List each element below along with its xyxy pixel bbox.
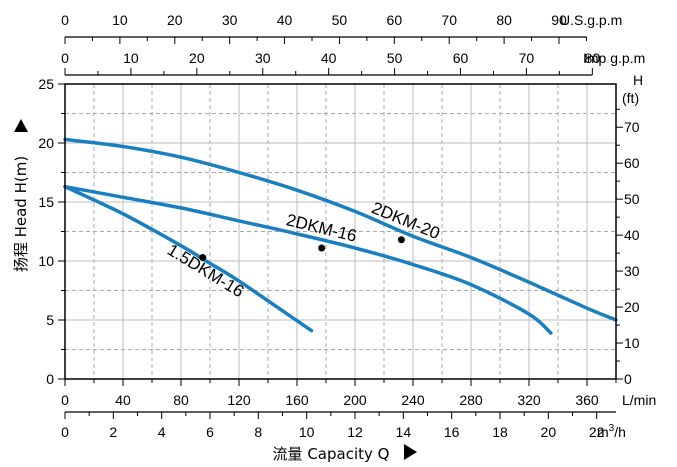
usgpm-tick-label: 20 xyxy=(167,12,183,28)
lmin-unit-label: L/min xyxy=(622,392,656,408)
lmin-tick-label: 360 xyxy=(575,392,599,408)
usgpm-tick-label: 90 xyxy=(551,12,567,28)
m-tick-label: 5 xyxy=(46,312,54,328)
y-axis-arrow-icon xyxy=(14,119,28,132)
curve-line-15dkm-16 xyxy=(63,184,314,333)
ft-tick-label: 40 xyxy=(624,227,640,243)
lmin-tick-label: 40 xyxy=(115,392,131,408)
axes: 0 10 20 30 40 50 60 70 80 900 10 20 30 40 50 60 70 800 40 8… xyxy=(38,12,639,440)
impgpm-tick-label: 40 xyxy=(321,50,337,66)
impgpm-tick-label: 10 xyxy=(123,50,139,66)
lmin-tick-label: 240 xyxy=(401,392,425,408)
ft-tick-label: 20 xyxy=(624,299,640,315)
m3h-tick-label: 18 xyxy=(492,424,508,440)
impgpm-tick-label: 20 xyxy=(189,50,205,66)
m3h-tick-label: 16 xyxy=(444,424,460,440)
ft-tick-label: 60 xyxy=(624,155,640,171)
x-axis-arrow-icon xyxy=(404,444,417,460)
impgpm-tick-label: 50 xyxy=(387,50,403,66)
m3h-tick-label: 2 xyxy=(109,424,117,440)
m3h-tick-label: 8 xyxy=(254,424,262,440)
lmin-tick-label: 160 xyxy=(285,392,309,408)
usgpm-tick-label: 70 xyxy=(441,12,457,28)
duty-point-2dkm-20 xyxy=(397,236,405,244)
grid xyxy=(65,84,616,379)
y-axis-title-text: 扬程 Head H(m) xyxy=(12,156,30,272)
m3h-unit-tail: /h xyxy=(614,424,626,440)
ft-tick-label: 10 xyxy=(624,335,640,351)
x-axis-title-text: 流量 Capacity Q xyxy=(273,445,390,463)
m3h-tick-label: 12 xyxy=(347,424,363,440)
curve-line-2dkm-20 xyxy=(63,137,618,322)
usgpm-tick-label: 50 xyxy=(332,12,348,28)
impgpm-tick-label: 80 xyxy=(585,50,601,66)
ft-tick-label: 30 xyxy=(624,263,640,279)
impgpm-tick-label: 30 xyxy=(255,50,271,66)
curve-line-2dkm-16 xyxy=(63,184,553,335)
ft-tick-label: 70 xyxy=(624,119,640,135)
lmin-tick-label: 200 xyxy=(343,392,367,408)
lmin-tick-label: 280 xyxy=(459,392,483,408)
m3h-unit-base: m xyxy=(597,424,609,440)
curve-label-15dkm-16: 1.5DKM-16 xyxy=(164,240,247,301)
m-tick-label: 15 xyxy=(38,194,54,210)
lmin-tick-label: 320 xyxy=(517,392,541,408)
usgpm-unit-label: U.S.g.p.m xyxy=(560,12,622,28)
ft-tick-label: 0 xyxy=(624,371,632,387)
duty-point-15dkm-16 xyxy=(199,253,207,261)
usgpm-tick-label: 40 xyxy=(277,12,293,28)
usgpm-tick-label: 10 xyxy=(112,12,128,28)
m3h-tick-label: 4 xyxy=(158,424,166,440)
ft-axis-title: H xyxy=(633,72,643,88)
y-axis-title: 扬程 Head H(m) xyxy=(12,119,30,272)
usgpm-tick-label: 80 xyxy=(496,12,512,28)
impgpm-tick-label: 0 xyxy=(61,50,69,66)
ft-axis-unit: (ft) xyxy=(622,90,639,106)
impgpm-tick-label: 70 xyxy=(519,50,535,66)
impgpm-tick-label: 60 xyxy=(453,50,469,66)
m3h-tick-label: 6 xyxy=(206,424,214,440)
lmin-tick-label: 0 xyxy=(61,392,69,408)
duty-point-2dkm-16 xyxy=(318,244,326,252)
usgpm-tick-label: 0 xyxy=(61,12,69,28)
impgpm-unit-label: Imp g.p.m xyxy=(583,50,645,66)
m3h-tick-label: 22 xyxy=(589,424,605,440)
lmin-tick-label: 80 xyxy=(173,392,189,408)
m3h-tick-label: 0 xyxy=(61,424,69,440)
m-tick-label: 20 xyxy=(38,135,54,151)
lmin-tick-label: 120 xyxy=(227,392,251,408)
m3h-tick-label: 10 xyxy=(299,424,315,440)
ft-tick-label: 50 xyxy=(624,191,640,207)
usgpm-tick-label: 60 xyxy=(387,12,403,28)
m3h-tick-label: 14 xyxy=(396,424,412,440)
m3h-tick-label: 20 xyxy=(541,424,557,440)
m-tick-label: 10 xyxy=(38,253,54,269)
m-tick-label: 0 xyxy=(46,371,54,387)
m3h-unit-label: m3/h xyxy=(597,423,626,440)
m3h-unit-sup: 3 xyxy=(609,423,615,434)
usgpm-tick-label: 30 xyxy=(222,12,238,28)
m-tick-label: 25 xyxy=(38,76,54,92)
x-axis-title: 流量 Capacity Q xyxy=(273,444,417,463)
